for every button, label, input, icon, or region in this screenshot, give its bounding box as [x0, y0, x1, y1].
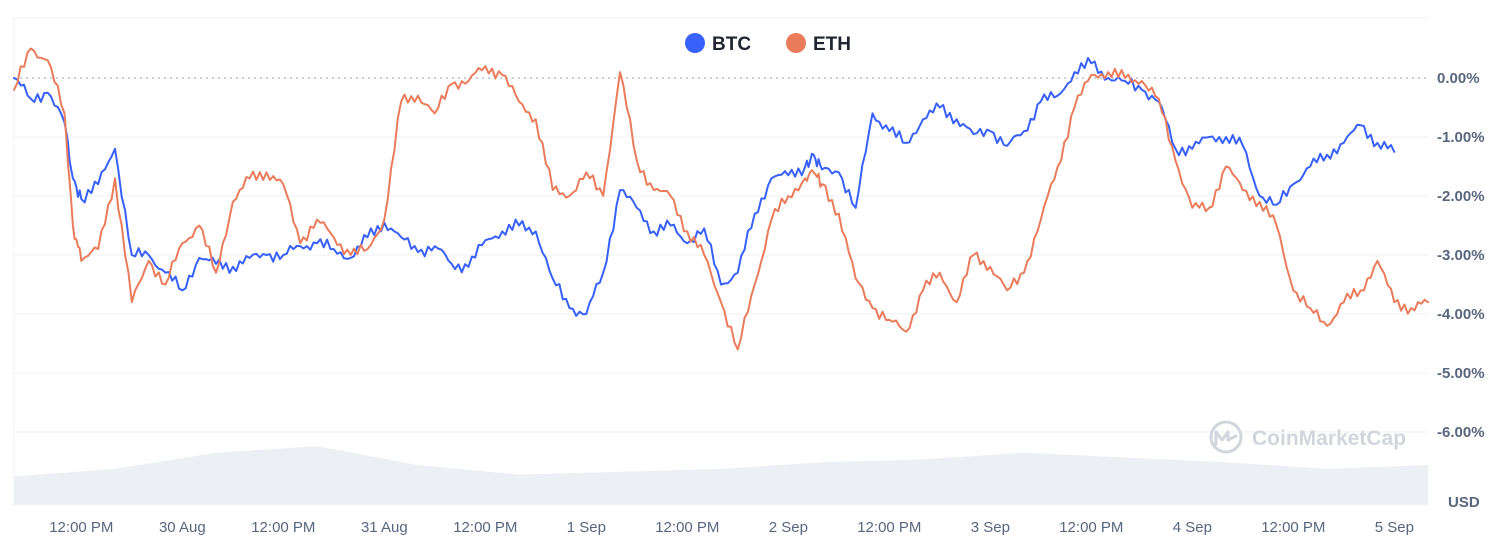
x-tick-label: 1 Sep: [567, 519, 606, 536]
y-tick-label: -3.00%: [1437, 247, 1485, 264]
y-tick-label: -5.00%: [1437, 365, 1485, 382]
legend-item-eth[interactable]: ETH: [786, 33, 851, 55]
series-line-eth[interactable]: [13, 47, 1429, 351]
watermark-text: CoinMarketCap: [1252, 427, 1406, 450]
x-tick-label: 12:00 PM: [857, 519, 921, 536]
legend-label-eth: ETH: [813, 34, 851, 55]
x-tick-label: 12:00 PM: [453, 519, 517, 536]
grid-lines: [13, 17, 1428, 505]
series-line-btc[interactable]: [13, 57, 1396, 317]
x-tick-label: 30 Aug: [159, 519, 206, 536]
volume-area-shape: [14, 446, 1428, 505]
legend-dot-btc: [685, 33, 705, 53]
y-tick-label: -2.00%: [1437, 188, 1485, 205]
y-axis-unit: USD: [1448, 494, 1480, 511]
x-tick-label: 2 Sep: [769, 519, 808, 536]
x-tick-label: 12:00 PM: [1059, 519, 1123, 536]
series-lines[interactable]: [13, 47, 1429, 351]
x-tick-label: 3 Sep: [971, 519, 1010, 536]
volume-area: [14, 446, 1428, 505]
y-tick-label: -4.00%: [1437, 306, 1485, 323]
y-axis: 0.00% -1.00% -2.00% -3.00% -4.00% -5.00% -6.00…: [1437, 70, 1485, 441]
x-tick-label: 4 Sep: [1173, 519, 1212, 536]
y-tick-label: -1.00%: [1437, 129, 1485, 146]
x-tick-label: 12:00 PM: [1261, 519, 1325, 536]
x-tick-label: 12:00 PM: [655, 519, 719, 536]
legend[interactable]: BTC ETH: [685, 33, 851, 55]
legend-item-btc[interactable]: BTC: [685, 33, 751, 55]
x-tick-label: 5 Sep: [1375, 519, 1414, 536]
watermark: CoinMarketCap: [1209, 420, 1406, 454]
x-tick-label: 12:00 PM: [49, 519, 113, 536]
coinmarketcap-logo-icon: [1209, 420, 1243, 454]
y-tick-label: 0.00%: [1437, 70, 1480, 87]
legend-dot-eth: [786, 33, 806, 53]
x-tick-label: 31 Aug: [361, 519, 408, 536]
x-tick-label: 12:00 PM: [251, 519, 315, 536]
legend-label-btc: BTC: [712, 34, 751, 55]
x-axis: 12:00 PM 30 Aug 12:00 PM 31 Aug 12:00 PM 1 Se…: [49, 519, 1414, 536]
y-tick-label: -6.00%: [1437, 424, 1485, 441]
